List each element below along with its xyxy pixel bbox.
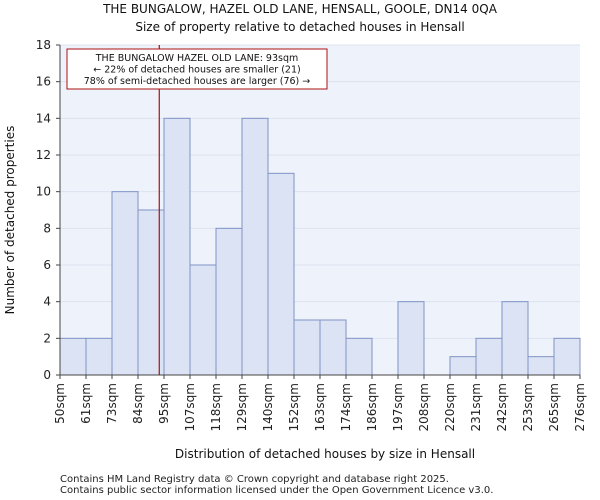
annotation-box: [66, 48, 328, 90]
x-tick-label: 186sqm: [365, 383, 379, 431]
x-tick-label: 84sqm: [131, 383, 145, 424]
x-tick-label: 129sqm: [235, 383, 249, 431]
x-tick-label: 163sqm: [313, 383, 327, 431]
bar-265sqm: [553, 337, 581, 376]
x-tick-label: 231sqm: [469, 383, 483, 431]
y-tick-label: 14: [36, 111, 51, 125]
bar-152sqm: [293, 319, 321, 376]
x-tick-label: 73sqm: [105, 383, 119, 424]
y-tick-label: 4: [43, 295, 51, 309]
bar-163sqm: [319, 319, 347, 376]
x-tick-label: 50sqm: [53, 383, 67, 424]
x-tick-label: 208sqm: [417, 383, 431, 431]
x-tick-label: 197sqm: [391, 383, 405, 431]
x-tick-label: 118sqm: [209, 383, 223, 431]
x-tick-label: 174sqm: [339, 383, 353, 431]
bar-107sqm: [189, 264, 217, 376]
footer-copyright: Contains HM Land Registry data © Crown c…: [60, 474, 449, 485]
y-axis-label: Number of detached properties: [3, 126, 17, 315]
x-axis-label: Distribution of detached houses by size …: [175, 447, 475, 461]
x-tick-label: 276sqm: [573, 383, 587, 431]
x-tick-label: 242sqm: [495, 383, 509, 431]
x-tick-label: 140sqm: [261, 383, 275, 431]
bar-242sqm: [501, 301, 529, 376]
bar-129sqm: [241, 117, 269, 376]
x-tick-label: 107sqm: [183, 383, 197, 431]
chart-title: THE BUNGALOW, HAZEL OLD LANE, HENSALL, G…: [103, 2, 497, 16]
bar-95sqm: [163, 117, 191, 376]
annotation-line: THE BUNGALOW HAZEL OLD LANE: 93sqm: [95, 53, 298, 64]
x-tick-label: 95sqm: [157, 383, 171, 424]
bar-197sqm: [397, 301, 425, 376]
annotation-line: 78% of semi-detached houses are larger (…: [84, 76, 311, 87]
bar-174sqm: [345, 337, 373, 376]
chart-subtitle: Size of property relative to detached ho…: [135, 20, 465, 34]
y-tick-label: 6: [43, 258, 51, 272]
bar-220sqm: [449, 356, 477, 376]
y-tick-label: 2: [43, 331, 51, 345]
y-tick-label: 8: [43, 221, 51, 235]
bar-231sqm: [475, 337, 503, 376]
x-tick-label: 220sqm: [443, 383, 457, 431]
x-tick-label: 265sqm: [547, 383, 561, 431]
annotation-line: ← 22% of detached houses are smaller (21…: [93, 65, 300, 76]
y-tick-label: 10: [36, 185, 51, 199]
y-tick-label: 18: [36, 38, 51, 52]
y-tick-label: 16: [36, 75, 51, 89]
bar-253sqm: [527, 356, 555, 376]
x-tick-label: 61sqm: [79, 383, 93, 424]
y-tick-label: 0: [43, 368, 51, 382]
bar-50sqm: [59, 337, 87, 376]
y-tick-label: 12: [36, 148, 51, 162]
bar-73sqm: [111, 191, 139, 376]
x-tick-label: 152sqm: [287, 383, 301, 431]
bar-84sqm: [137, 209, 165, 376]
bar-61sqm: [85, 337, 113, 376]
bar-118sqm: [215, 227, 243, 376]
footer-licence: Contains public sector information licen…: [60, 485, 494, 496]
x-tick-label: 253sqm: [521, 383, 535, 431]
bar-140sqm: [267, 172, 295, 376]
